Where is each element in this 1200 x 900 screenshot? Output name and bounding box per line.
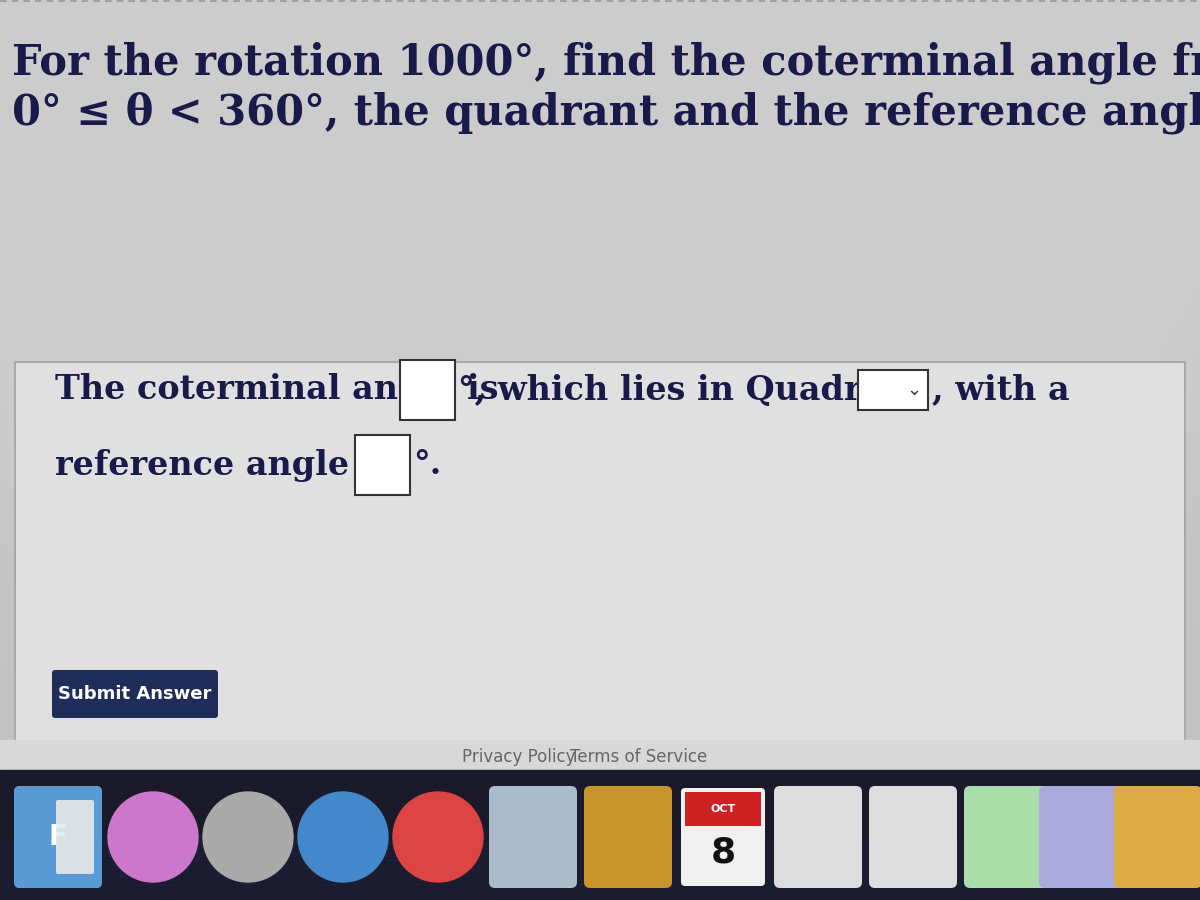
Bar: [0, 840, 1200, 844]
FancyBboxPatch shape: [774, 786, 862, 888]
Text: F: F: [48, 823, 67, 851]
Bar: [0, 892, 1200, 896]
FancyBboxPatch shape: [682, 788, 766, 886]
Bar: [0, 880, 1200, 884]
FancyBboxPatch shape: [869, 786, 958, 888]
Text: Terms of Service: Terms of Service: [570, 748, 707, 766]
Bar: [0, 848, 1200, 852]
Text: For the rotation 1000°, find the coterminal angle from: For the rotation 1000°, find the cotermi…: [12, 42, 1200, 85]
Text: 8: 8: [710, 835, 736, 869]
Bar: [858, 370, 928, 410]
Bar: [0, 868, 1200, 872]
Circle shape: [394, 792, 482, 882]
FancyBboxPatch shape: [1114, 786, 1200, 888]
Bar: [0, 0, 1200, 745]
Bar: [355, 435, 410, 495]
Text: reference angle of: reference angle of: [55, 448, 397, 482]
Text: OCT: OCT: [710, 804, 736, 814]
FancyBboxPatch shape: [14, 786, 102, 888]
Circle shape: [203, 792, 293, 882]
Bar: [685, 792, 761, 826]
Bar: [0, 844, 1200, 848]
FancyBboxPatch shape: [584, 786, 672, 888]
Bar: [0, 770, 1200, 900]
Bar: [0, 872, 1200, 876]
Text: Submit Answer: Submit Answer: [59, 685, 211, 703]
Bar: [0, 856, 1200, 860]
Text: °, which lies in Quadrant: °, which lies in Quadrant: [458, 374, 923, 407]
Text: ⌄: ⌄: [906, 381, 922, 399]
FancyBboxPatch shape: [56, 800, 94, 874]
Text: , with a: , with a: [932, 374, 1069, 407]
Bar: [0, 740, 1200, 770]
Text: 0° ≤ θ < 360°, the quadrant and the reference angle.: 0° ≤ θ < 360°, the quadrant and the refe…: [12, 92, 1200, 134]
FancyBboxPatch shape: [14, 786, 102, 888]
Bar: [0, 888, 1200, 892]
Circle shape: [298, 792, 388, 882]
FancyBboxPatch shape: [14, 362, 1186, 742]
Bar: [400, 360, 455, 420]
Text: The coterminal angle is: The coterminal angle is: [55, 374, 498, 407]
Bar: [0, 860, 1200, 864]
Text: Privacy Policy: Privacy Policy: [462, 748, 576, 766]
FancyBboxPatch shape: [52, 670, 218, 718]
Bar: [0, 864, 1200, 868]
Circle shape: [108, 792, 198, 882]
FancyBboxPatch shape: [964, 786, 1052, 888]
Bar: [0, 896, 1200, 900]
Bar: [0, 876, 1200, 880]
FancyBboxPatch shape: [490, 786, 577, 888]
Bar: [0, 884, 1200, 888]
FancyBboxPatch shape: [1039, 786, 1127, 888]
Bar: [0, 852, 1200, 856]
Text: °.: °.: [413, 448, 442, 482]
